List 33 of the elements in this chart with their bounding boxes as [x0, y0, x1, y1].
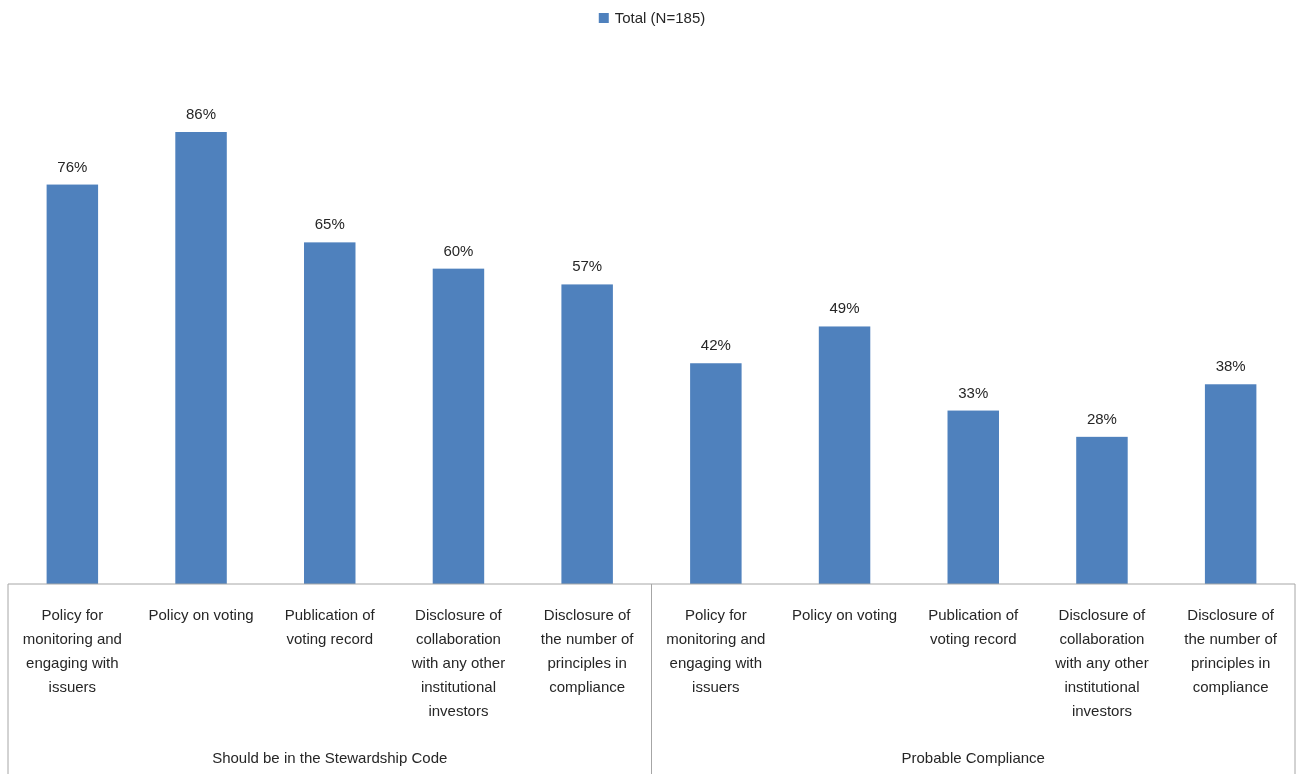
x-tick-label: Publication of voting record — [928, 606, 1020, 647]
x-tick-label: Disclosure of the number of principles in compliance — [540, 606, 635, 695]
bar — [1204, 384, 1257, 584]
bar — [818, 326, 871, 584]
data-label: 60% — [443, 241, 474, 259]
x-tick-label: Policy for monitoring and engaging with issuers — [666, 606, 766, 695]
x-tick-label: Disclosure of collaboration with any other institutional investors — [1054, 606, 1149, 719]
data-label: 42% — [700, 336, 731, 354]
bar — [690, 363, 742, 584]
data-label: 28% — [1086, 409, 1117, 427]
x-tick-label: Disclosure of the number of principles in compliance — [1184, 606, 1278, 695]
x-tick-label: Disclosure of collaboration with any other institutional investors — [410, 606, 506, 719]
x-tick-label: Policy on voting — [148, 606, 254, 623]
bar — [175, 132, 227, 584]
data-label: 76% — [57, 157, 88, 175]
bar — [1076, 436, 1128, 584]
bar — [46, 184, 99, 584]
bar — [561, 284, 613, 584]
text: Should be in the Stewardship Code — [212, 749, 448, 766]
data-label: 57% — [572, 257, 603, 275]
data-label: 38% — [1215, 357, 1246, 375]
data-label: 33% — [958, 383, 989, 401]
bar — [947, 410, 999, 584]
text: Probable Compliance — [901, 749, 1045, 766]
x-tick-label: Publication of voting record — [284, 606, 376, 647]
x-tick-label: Policy on voting — [792, 606, 898, 623]
legend-label: Total (N=185) — [614, 9, 706, 26]
bar — [432, 268, 485, 584]
bar — [304, 242, 356, 584]
data-label: 49% — [829, 299, 860, 317]
data-label: 65% — [314, 215, 345, 233]
data-label: 86% — [186, 105, 217, 122]
x-tick-label: Policy for monitoring and engaging with issuers — [22, 606, 122, 695]
